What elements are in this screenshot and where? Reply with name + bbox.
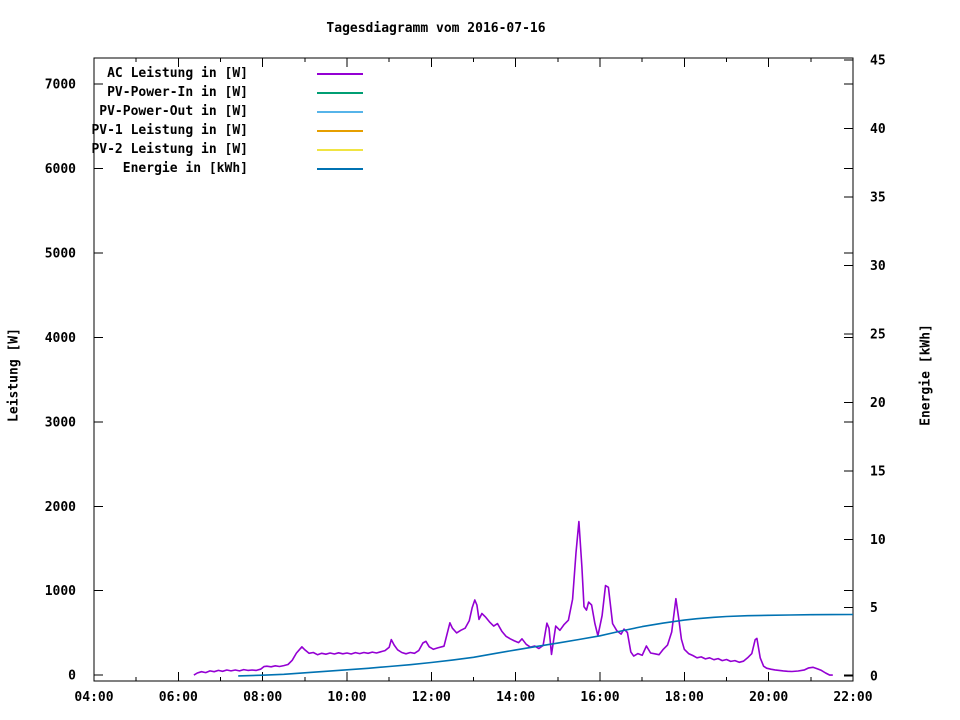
legend-line-swatch	[317, 129, 363, 132]
legend-label: PV-1 Leistung in [W]	[91, 123, 248, 138]
x-tick-label: 04:00	[74, 690, 113, 705]
x-tick-label: 14:00	[496, 690, 535, 705]
legend-line-swatch	[317, 72, 363, 75]
y-left-tick-label: 5000	[45, 247, 76, 262]
y-right-tick-label: 20	[870, 396, 886, 411]
y-left-tick-label: 0	[68, 669, 76, 684]
series-line-energie-in-kwh-	[238, 613, 854, 677]
x-tick-label: 22:00	[833, 690, 872, 705]
plot-border	[93, 57, 854, 682]
y-left-tick-label: 6000	[45, 162, 76, 177]
x-tick-label: 06:00	[159, 690, 198, 705]
x-tick-label: 20:00	[749, 690, 788, 705]
legend-label: PV-Power-In in [W]	[107, 85, 248, 100]
y-left-tick-label: 2000	[45, 500, 76, 515]
y-axis-label-left: Leistung [W]	[6, 328, 22, 422]
y-axis-label-right: Energie [kWh]	[918, 324, 934, 426]
legend: AC Leistung in [W] PV-Power-In in [W] PV…	[88, 64, 363, 178]
x-tick-label: 16:00	[580, 690, 619, 705]
legend-item-energie: Energie in [kWh]	[88, 159, 363, 178]
x-tick-label: 12:00	[412, 690, 451, 705]
y-left-tick-label: 1000	[45, 584, 76, 599]
legend-item-ac-leistung: AC Leistung in [W]	[88, 64, 363, 83]
legend-label: PV-Power-Out in [W]	[99, 104, 248, 119]
x-tick-label: 10:00	[327, 690, 366, 705]
x-tick-label: 18:00	[665, 690, 704, 705]
x-tick-label: 08:00	[243, 690, 282, 705]
legend-line-swatch	[317, 110, 363, 113]
y-right-tick-label: 35	[870, 190, 886, 205]
y-right-tick-label: 10	[870, 533, 886, 548]
legend-item-pv1-leistung: PV-1 Leistung in [W]	[88, 121, 363, 140]
legend-label: AC Leistung in [W]	[107, 66, 248, 81]
y-right-tick-label: 45	[870, 54, 886, 69]
legend-label: PV-2 Leistung in [W]	[91, 142, 248, 157]
y-right-tick-label: 5	[870, 601, 878, 616]
legend-item-pv-power-out: PV-Power-Out in [W]	[88, 102, 363, 121]
y-left-tick-label: 4000	[45, 331, 76, 346]
y-right-tick-label: 15	[870, 464, 886, 479]
y-right-tick-label: 0	[870, 670, 878, 685]
series-line-ac-leistung-in-w-	[193, 520, 833, 676]
y-right-tick-label: 25	[870, 327, 886, 342]
chart-title: Tagesdiagramm vom 2016-07-16	[326, 21, 546, 36]
legend-line-swatch	[317, 91, 363, 94]
legend-item-pv-power-in: PV-Power-In in [W]	[88, 83, 363, 102]
legend-item-pv2-leistung: PV-2 Leistung in [W]	[88, 140, 363, 159]
y-left-tick-label: 3000	[45, 415, 76, 430]
y-right-tick-label: 40	[870, 122, 886, 137]
y-right-tick-label: 30	[870, 259, 886, 274]
legend-line-swatch	[317, 148, 363, 151]
legend-label: Energie in [kWh]	[122, 161, 248, 176]
legend-line-swatch	[317, 167, 363, 170]
y-left-tick-label: 7000	[45, 78, 76, 93]
